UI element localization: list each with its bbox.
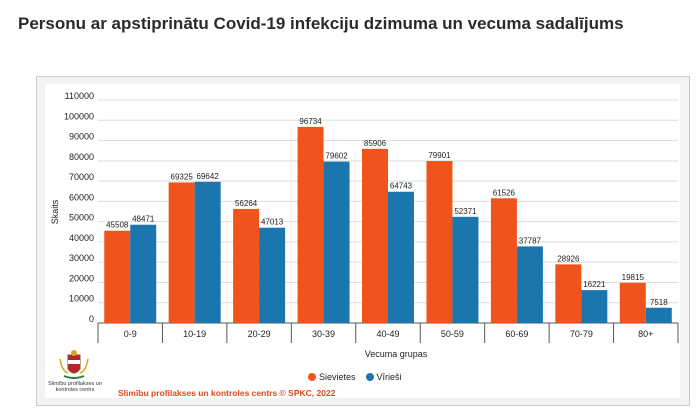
legend-swatch-female <box>308 373 316 381</box>
bar-male <box>388 191 414 323</box>
y-axis-title: Skaits <box>50 199 60 224</box>
data-label: 45508 <box>106 221 129 230</box>
x-tick-label: 70-79 <box>570 329 593 339</box>
bar-female <box>362 148 388 323</box>
data-label: 64743 <box>390 182 413 191</box>
x-tick-label: 50-59 <box>441 329 464 339</box>
y-tick-label: 90000 <box>69 132 94 142</box>
data-label: 69325 <box>171 172 194 181</box>
data-label: 37787 <box>519 236 542 245</box>
data-label: 61526 <box>493 188 516 197</box>
data-label: 28926 <box>557 254 580 263</box>
data-label: 69642 <box>197 172 220 181</box>
y-tick-label: 70000 <box>69 172 94 182</box>
page-title: Personu ar apstiprinātu Covid-19 infekci… <box>18 14 624 33</box>
y-tick-label: 20000 <box>69 273 94 283</box>
bar-female <box>104 230 131 323</box>
coat-of-arms-icon <box>59 350 89 379</box>
data-label: 85906 <box>364 139 387 148</box>
y-tick-label: 80000 <box>69 152 94 162</box>
x-tick-label: 20-29 <box>248 329 271 339</box>
data-label: 7518 <box>650 298 668 307</box>
bar-male <box>130 224 157 323</box>
bar-male <box>194 181 221 323</box>
y-tick-label: 30000 <box>69 253 94 263</box>
x-tick-label: 40-49 <box>376 329 399 339</box>
data-label: 19815 <box>622 273 645 282</box>
chart-legend: Sievietes Vīrieši <box>308 372 402 382</box>
legend-item-female: Sievietes <box>308 372 356 382</box>
bar-female <box>297 126 324 323</box>
y-tick-label: 60000 <box>69 192 94 202</box>
x-tick-label: 60-69 <box>505 329 528 339</box>
data-label: 79602 <box>325 152 348 161</box>
y-tick-label: 110000 <box>65 91 94 101</box>
bar-female <box>426 161 453 323</box>
x-tick-label: 10-19 <box>183 329 206 339</box>
source-credit: Slimību profilakses un kontroles centrs … <box>118 388 336 398</box>
y-tick-label: 50000 <box>69 213 94 223</box>
bar-male <box>516 246 543 323</box>
bar-male <box>645 307 672 323</box>
bar-male <box>323 161 350 323</box>
y-tick-label: 10000 <box>69 294 94 304</box>
bar-female <box>555 264 582 323</box>
data-label: 56264 <box>235 199 258 208</box>
bar-male <box>259 227 286 323</box>
logo-caption: Slimību profilakses un kontroles centrs <box>48 381 102 393</box>
x-axis-title: Vecuma grupas <box>365 349 428 359</box>
x-tick-label: 0-9 <box>124 329 137 339</box>
bar-female <box>168 182 195 323</box>
data-label: 16221 <box>583 280 606 289</box>
legend-label-female: Sievietes <box>319 372 356 382</box>
bar-male <box>452 216 479 323</box>
data-label: 52371 <box>454 207 477 216</box>
legend-item-male: Vīrieši <box>365 372 402 382</box>
y-tick-label: 100000 <box>64 111 94 121</box>
data-label: 47013 <box>261 218 284 227</box>
data-label: 96734 <box>299 117 322 126</box>
y-tick-label: 40000 <box>69 233 94 243</box>
bar-male <box>581 290 608 323</box>
y-tick-label: 0 <box>89 314 94 324</box>
legend-swatch-male <box>365 373 374 381</box>
bar-female <box>233 208 260 323</box>
bar-female <box>490 198 517 323</box>
data-label: 79901 <box>428 151 451 160</box>
x-tick-label: 30-39 <box>312 329 335 339</box>
data-label: 48471 <box>132 215 155 224</box>
spkc-logo <box>44 349 104 399</box>
bar-female <box>619 282 646 323</box>
legend-label-male: Vīrieši <box>376 372 402 382</box>
x-tick-label: 80+ <box>638 329 653 339</box>
